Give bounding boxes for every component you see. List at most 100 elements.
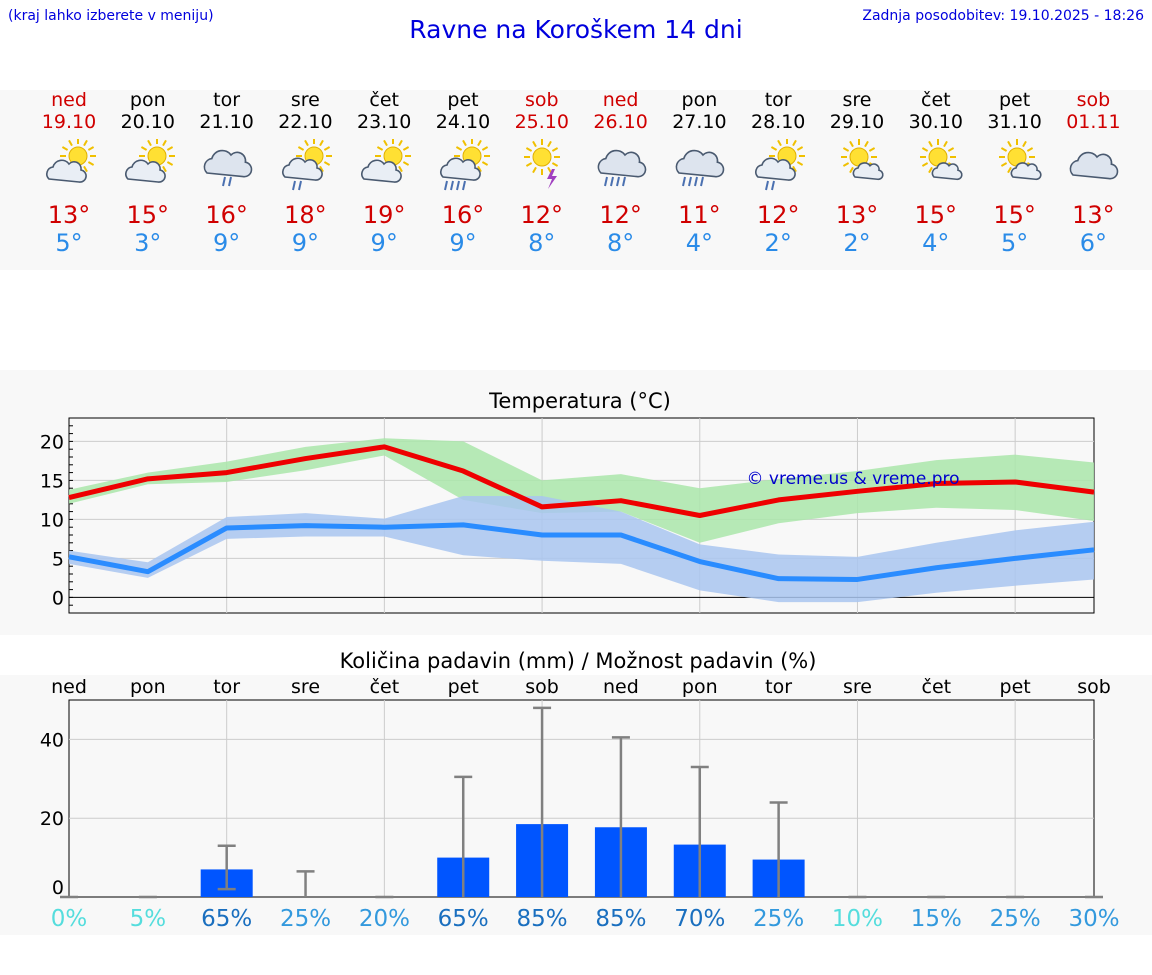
precipitation-probability: 15% xyxy=(911,906,962,932)
cloud-shape xyxy=(676,149,725,178)
day-date: 01.11 xyxy=(1066,111,1121,133)
cloud-shape xyxy=(203,149,252,178)
min-temperature: 4° xyxy=(685,229,714,257)
cloud-icon xyxy=(1070,151,1119,180)
day-name: pon xyxy=(129,89,166,111)
day-date: 29.10 xyxy=(829,111,885,133)
max-temperature: 12° xyxy=(756,201,800,229)
max-temperature: 15° xyxy=(126,201,170,229)
sun-small-cloud-icon xyxy=(998,139,1042,181)
precipitation-probability: 5% xyxy=(130,906,167,932)
x-tick-label: pet xyxy=(448,676,479,698)
sun-thunder-icon xyxy=(523,139,560,189)
x-tick-label: čet xyxy=(922,676,952,698)
day-date: 28.10 xyxy=(750,111,806,133)
precipitation-probability: 10% xyxy=(832,906,883,932)
precipitation-probability: 65% xyxy=(438,906,489,932)
sun-cloud-icon xyxy=(124,139,175,183)
max-temperature: 15° xyxy=(993,201,1036,229)
min-temperature: 9° xyxy=(291,229,320,257)
min-temperature: 5° xyxy=(1000,229,1029,257)
day-name: ned xyxy=(602,89,639,111)
forecast-day: pon 20.10 15° 3° xyxy=(108,89,188,257)
min-temperature: 9° xyxy=(449,229,477,257)
precipitation-probability: 25% xyxy=(753,906,804,932)
max-temperature: 15° xyxy=(914,201,958,229)
x-tick-label: ned xyxy=(51,676,87,698)
forecast-day: pet 31.10 15° 5° xyxy=(975,89,1055,257)
x-tick-label: pet xyxy=(1000,676,1031,698)
day-name: pet xyxy=(998,89,1031,111)
y-tick-label: 0 xyxy=(52,877,64,899)
precipitation-probability: 70% xyxy=(674,906,725,932)
cloud-shape xyxy=(282,157,324,181)
watermark: © vreme.us & vreme.pro xyxy=(746,469,959,489)
precipitation-probability: 25% xyxy=(280,906,331,932)
y-tick-label: 0 xyxy=(52,587,64,609)
forecast-day: pon 27.10 11° 4° xyxy=(659,89,739,257)
day-name: tor xyxy=(213,89,241,111)
forecast-day: ned 26.10 12° 8° xyxy=(581,89,661,257)
day-date: 19.10 xyxy=(41,111,97,133)
day-name: sob xyxy=(525,89,559,111)
page-title: Ravne na Koroškem 14 dni xyxy=(409,15,743,44)
precipitation-probability: 85% xyxy=(595,906,646,932)
sun-small-cloud-icon xyxy=(841,139,884,181)
min-temperature: 3° xyxy=(134,229,162,257)
day-name: ned xyxy=(51,89,87,111)
day-date: 24.10 xyxy=(435,111,491,133)
x-tick-label: sob xyxy=(1077,676,1111,698)
precipitation-probability: 85% xyxy=(517,906,568,932)
sun-cloud-icon xyxy=(361,139,412,183)
min-temperature: 2° xyxy=(764,229,792,257)
uncertainty-band xyxy=(69,496,1094,603)
cloud-shape xyxy=(1070,151,1119,180)
max-temperature: 12° xyxy=(599,201,642,229)
y-tick-label: 20 xyxy=(40,808,64,830)
x-tick-label: tor xyxy=(213,676,240,698)
min-temperature: 9° xyxy=(370,229,398,257)
y-tick-label: 20 xyxy=(40,431,64,453)
day-name: tor xyxy=(764,89,792,111)
sun-shape xyxy=(523,139,560,175)
forecast-day: sre 29.10 13° 2° xyxy=(817,89,897,257)
last-updated: Zadnja posodobitev: 19.10.2025 - 18:26 xyxy=(862,8,1144,24)
day-name: čet xyxy=(369,89,399,111)
cloud-shape xyxy=(440,157,481,181)
cloud-shape xyxy=(597,149,646,178)
x-tick-label: ned xyxy=(603,676,639,698)
forecast-day: čet 23.10 19° 9° xyxy=(344,89,424,257)
x-tick-label: čet xyxy=(370,676,400,698)
forecast-day: sob 25.10 12° 8° xyxy=(502,89,582,257)
day-date: 20.10 xyxy=(120,111,175,133)
menu-note: (kraj lahko izberete v meniju) xyxy=(8,8,214,24)
day-date: 25.10 xyxy=(514,111,569,133)
forecast-day: sre 22.10 18° 9° xyxy=(265,89,345,257)
min-temperature: 2° xyxy=(843,229,871,257)
cloud-heavy-rain-icon xyxy=(676,149,725,187)
min-temperature: 4° xyxy=(922,229,950,257)
x-tick-label: sre xyxy=(291,676,320,698)
y-tick-label: 5 xyxy=(52,548,64,570)
x-tick-label: sob xyxy=(525,676,559,698)
temperature-chart: Temperatura (°C) 0 5 10 15 20 © vreme.us & vre… xyxy=(40,389,1095,614)
cloud-shape xyxy=(755,157,797,181)
cloud-rain-icon xyxy=(203,149,252,187)
y-tick-label: 40 xyxy=(40,729,64,751)
precipitation-probability: 30% xyxy=(1068,906,1119,932)
day-name: pon xyxy=(681,89,718,111)
x-tick-label: pon xyxy=(682,676,718,698)
cloud-shape xyxy=(852,162,884,181)
precipitation-plot-area xyxy=(68,699,1095,898)
max-temperature: 13° xyxy=(835,201,879,229)
day-date: 27.10 xyxy=(672,111,727,133)
x-tick-label: tor xyxy=(765,676,792,698)
forecast-day: čet 30.10 15° 4° xyxy=(896,89,976,257)
max-temperature: 12° xyxy=(520,201,564,229)
uncertainty-band xyxy=(69,438,1094,543)
day-date: 26.10 xyxy=(593,111,648,133)
min-temperature: 8° xyxy=(528,229,556,257)
precipitation-probability: 20% xyxy=(359,906,410,932)
cloud-shape xyxy=(931,162,963,181)
max-temperature: 16° xyxy=(205,201,248,229)
